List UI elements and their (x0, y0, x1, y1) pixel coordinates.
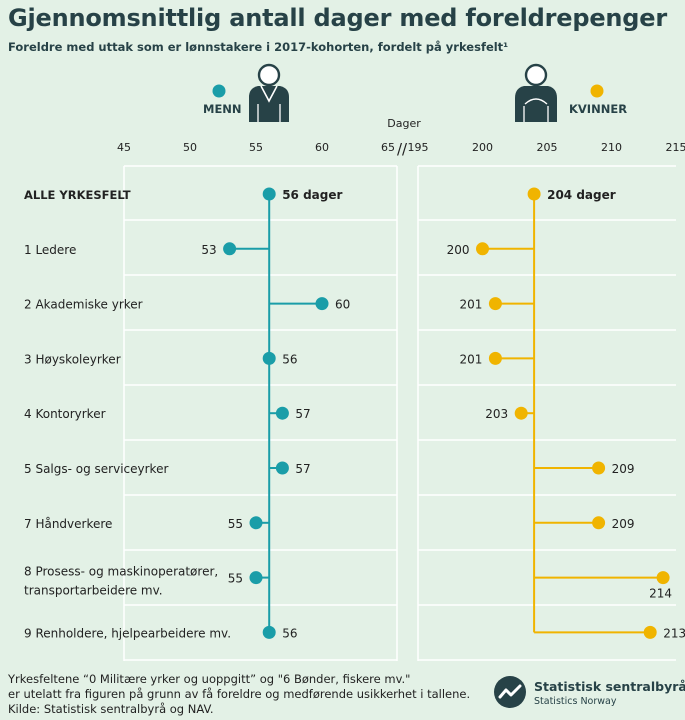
legend-menn-label: MENN (203, 102, 242, 116)
logo-name: Statistisk sentralbyrå (534, 679, 685, 694)
category-label: 3 Høyskoleyrker (24, 352, 121, 366)
data-value-label: 201 (459, 352, 482, 366)
data-value-label: 201 (459, 298, 482, 312)
category-label: transportarbeidere mv. (24, 584, 163, 598)
footnote-source: Kilde: Statistisk sentralbyrå og NAV. (8, 702, 214, 716)
data-point (592, 461, 606, 475)
data-value-label: 60 (335, 298, 350, 312)
reference-value-label: 204 dager (547, 188, 616, 202)
legend-menn-dot (212, 84, 226, 98)
data-point (275, 461, 289, 475)
data-point (249, 571, 263, 585)
page-title: Gjennomsnittlig antall dager med foreldr… (8, 4, 668, 32)
x-axis-title: Dager (387, 117, 421, 130)
ssb-logo-icon (494, 676, 526, 708)
data-point (643, 625, 657, 639)
data-point (315, 297, 329, 311)
data-point (262, 187, 276, 201)
data-value-label: 55 (228, 572, 243, 586)
data-point (262, 625, 276, 639)
data-value-label: 56 (282, 352, 297, 366)
x-tick-label: 195 (408, 141, 429, 154)
x-tick-label: 55 (249, 141, 263, 154)
data-point (592, 516, 606, 530)
data-value-label: 203 (485, 407, 508, 421)
legend-kvinner-dot (590, 84, 604, 98)
ssb-logo: Statistisk sentralbyrå Statistics Norway (494, 676, 685, 712)
data-value-label: 214 (649, 587, 672, 601)
data-value-label: 200 (447, 243, 470, 257)
x-tick-label: 200 (472, 141, 493, 154)
category-label: 8 Prosess- og maskinoperatører, (24, 565, 218, 579)
data-value-label: 55 (228, 517, 243, 531)
footnote: Yrkesfeltene “0 Militære yrker og uoppgi… (8, 672, 470, 717)
x-tick-label: 50 (183, 141, 197, 154)
x-tick-label: 205 (537, 141, 558, 154)
category-label: 2 Akademiske yrker (24, 298, 143, 312)
data-point (656, 571, 670, 585)
woman-figure-icon (515, 63, 557, 122)
x-tick-label: 60 (315, 141, 329, 154)
legend-kvinner-label: KVINNER (569, 102, 627, 116)
data-point (249, 516, 263, 530)
data-point (514, 406, 528, 420)
category-label: 4 Kontoryrker (24, 407, 106, 421)
dot-chart: MENN KVINNER Dager // ALLE YRKESFELT 1 Led… (24, 63, 685, 661)
man-figure-icon (249, 63, 289, 122)
data-value-label: 209 (612, 517, 635, 531)
category-label: 1 Ledere (24, 243, 76, 257)
x-tick-label: 210 (601, 141, 622, 154)
data-point (262, 351, 276, 365)
data-value-label: 56 (282, 626, 297, 640)
x-tick-label: 65 (381, 141, 395, 154)
data-point (275, 406, 289, 420)
x-tick-label: 215 (666, 141, 685, 154)
data-point (223, 242, 237, 256)
x-tick-label: 45 (117, 141, 131, 154)
footnote-line-2: er utelatt fra figuren på grunn av få fo… (8, 687, 471, 701)
reference-value-label: 56 dager (282, 188, 342, 202)
page-subtitle: Foreldre med uttak som er lønnstakere i … (8, 40, 509, 54)
category-label: 9 Renholdere, hjelpearbeidere mv. (24, 626, 231, 640)
data-value-label: 57 (295, 462, 310, 476)
axis-break-symbol: // (397, 140, 408, 158)
category-label: 5 Salgs- og serviceyrker (24, 462, 168, 476)
footnote-line-1: Yrkesfeltene “0 Militære yrker og uoppgi… (8, 672, 411, 686)
logo-subtitle: Statistics Norway (534, 696, 617, 707)
category-label: ALLE YRKESFELT (24, 188, 131, 202)
data-point (476, 242, 489, 256)
category-label: 7 Håndverkere (24, 517, 112, 531)
data-value-label: 53 (201, 243, 216, 257)
data-point (488, 297, 502, 311)
data-point (527, 187, 541, 201)
data-value-label: 209 (612, 462, 635, 476)
data-point (488, 351, 502, 365)
data-value-label: 213 (663, 626, 685, 640)
data-value-label: 57 (295, 407, 310, 421)
